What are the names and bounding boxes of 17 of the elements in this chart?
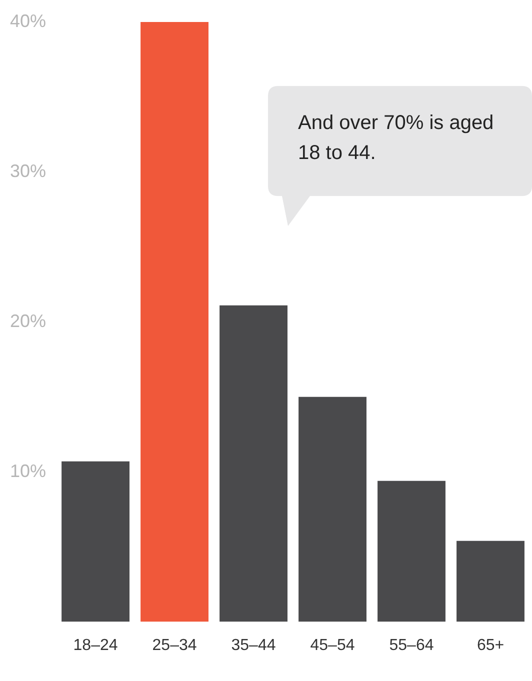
y-tick-label: 40% bbox=[10, 10, 46, 31]
bar bbox=[378, 480, 446, 622]
x-tick-label: 35–44 bbox=[231, 636, 276, 654]
y-tick-label: 30% bbox=[10, 160, 46, 181]
x-tick-label: 25–34 bbox=[152, 636, 197, 654]
bar bbox=[62, 461, 130, 622]
x-tick-label: 18–24 bbox=[73, 636, 118, 654]
bar bbox=[298, 396, 366, 622]
bar bbox=[456, 540, 524, 622]
x-tick-label: 65+ bbox=[476, 636, 504, 654]
bar bbox=[220, 305, 288, 622]
y-tick-label: 20% bbox=[10, 310, 46, 331]
y-tick-label: 10% bbox=[10, 460, 46, 481]
bar bbox=[140, 22, 208, 622]
x-tick-label: 55–64 bbox=[389, 636, 434, 654]
annotation: And over 70% is aged 18 to 44. bbox=[298, 111, 495, 166]
x-tick-label: 45–54 bbox=[310, 636, 355, 654]
